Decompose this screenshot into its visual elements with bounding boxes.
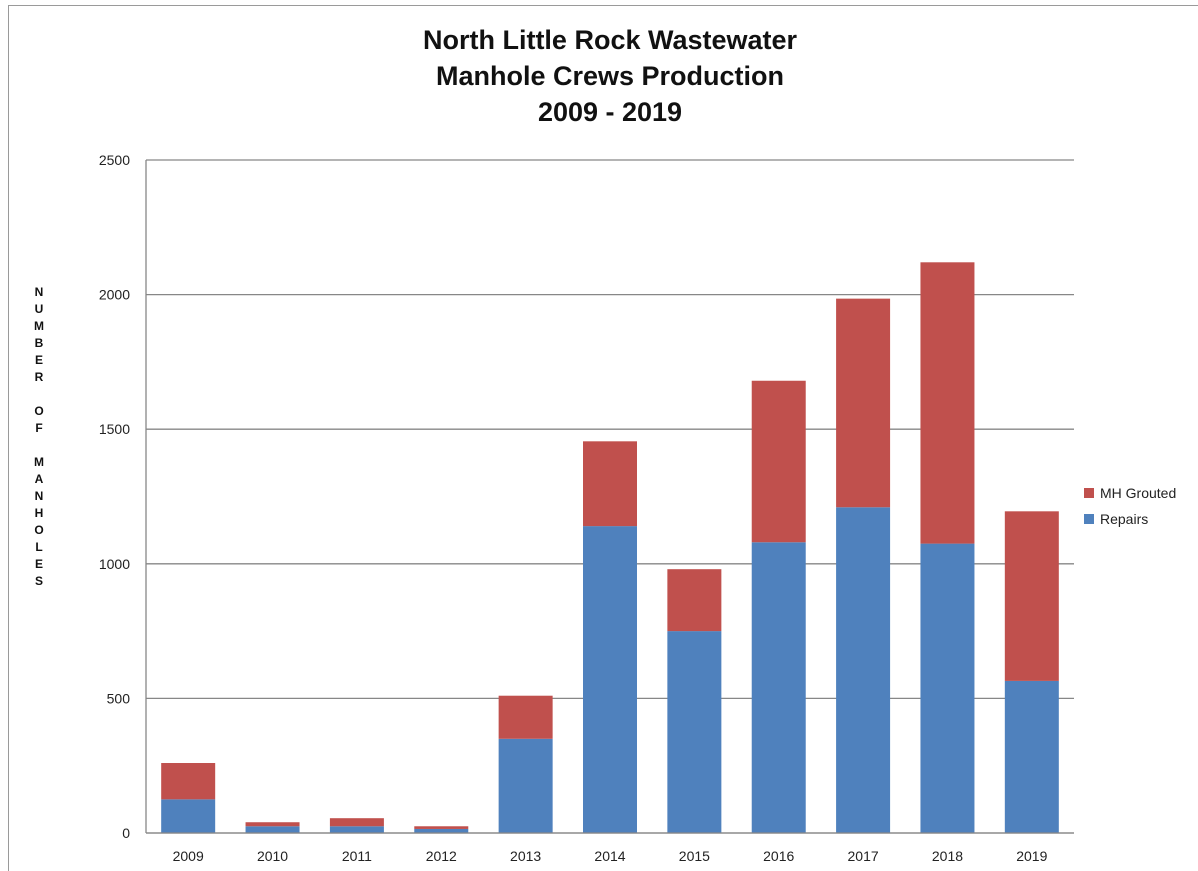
bar-repairs-2016: [751, 542, 806, 833]
bar-mh-grouted-2010: [245, 822, 300, 827]
x-tick-label: 2019: [1016, 848, 1047, 864]
bar-repairs-2012: [414, 828, 469, 833]
bar-mh-grouted-2018: [920, 262, 975, 544]
x-tick-label: 2010: [257, 848, 288, 864]
bar-repairs-2009: [161, 799, 216, 833]
y-axis-label-letter: A: [34, 472, 44, 486]
bar-mh-grouted-2017: [836, 298, 891, 508]
chart-title-line-2: Manhole Crews Production: [435, 61, 785, 91]
legend-item: Repairs: [1084, 506, 1176, 532]
y-axis-label-letter: H: [34, 506, 44, 520]
legend-swatch: [1084, 488, 1094, 498]
y-axis-label-letter: M: [34, 455, 44, 469]
y-axis-label-letter: U: [34, 302, 44, 316]
bar-mh-grouted-2013: [498, 695, 553, 739]
y-axis-label-letter: M: [34, 319, 44, 333]
x-tick-label: 2018: [932, 848, 963, 864]
y-tick-label: 1000: [99, 556, 130, 572]
legend-label: Repairs: [1100, 511, 1149, 527]
y-tick-label: 500: [107, 690, 131, 706]
x-tick-label: 2017: [848, 848, 879, 864]
bar-mh-grouted-2016: [751, 380, 806, 543]
chart-title-line-3: 2009 - 2019: [537, 97, 683, 127]
y-tick-label: 0: [122, 825, 130, 841]
x-tick-label: 2015: [679, 848, 710, 864]
bar-mh-grouted-2019: [1004, 511, 1059, 681]
bar-repairs-2018: [920, 543, 975, 833]
y-axis-label-letter: R: [34, 370, 44, 384]
x-tick-label: 2011: [342, 848, 372, 864]
legend-item: MH Grouted: [1084, 480, 1176, 506]
x-tick-label: 2014: [594, 848, 625, 864]
chart-title-line-1: North Little Rock Wastewater: [422, 25, 798, 55]
y-tick-label: 1500: [99, 421, 130, 437]
y-axis-label-letter: S: [34, 574, 43, 588]
y-axis-label-letter: F: [35, 421, 43, 435]
y-axis-label-letter: N: [34, 285, 44, 299]
x-tick-label: 2012: [426, 848, 457, 864]
y-axis-label-letter: N: [34, 489, 44, 503]
bar-repairs-2014: [583, 526, 637, 833]
y-axis-label-letter: B: [34, 336, 44, 350]
bar-mh-grouted-2011: [329, 818, 384, 827]
y-axis-label-letter: E: [34, 353, 43, 367]
bar-repairs-2010: [245, 826, 300, 833]
bar-repairs-2011: [329, 826, 384, 833]
bar-repairs-2017: [836, 507, 891, 833]
x-tick-label: 2013: [510, 848, 541, 864]
y-axis-label-letter: E: [34, 557, 43, 571]
bar-repairs-2013: [498, 738, 553, 833]
y-axis-label-letter: O: [34, 523, 44, 537]
bar-mh-grouted-2012: [414, 826, 469, 829]
bar-mh-grouted-2009: [161, 763, 216, 800]
chart-title: North Little Rock Wastewater Manhole Cre…: [310, 22, 910, 130]
bar-repairs-2019: [1004, 680, 1059, 833]
x-tick-label: 2016: [763, 848, 794, 864]
legend: MH Grouted Repairs: [1084, 480, 1176, 532]
bar-repairs-2015: [667, 631, 722, 833]
x-tick-label: 2009: [173, 848, 204, 864]
y-tick-label: 2000: [99, 287, 130, 303]
chart-frame: [8, 5, 1198, 871]
legend-label: MH Grouted: [1100, 485, 1177, 501]
legend-swatch: [1084, 514, 1094, 524]
y-tick-label: 2500: [99, 152, 130, 168]
y-axis-label-letter: L: [35, 540, 43, 554]
bar-mh-grouted-2014: [583, 441, 637, 527]
bar-mh-grouted-2015: [667, 569, 722, 632]
y-axis-label-letter: O: [34, 404, 44, 418]
